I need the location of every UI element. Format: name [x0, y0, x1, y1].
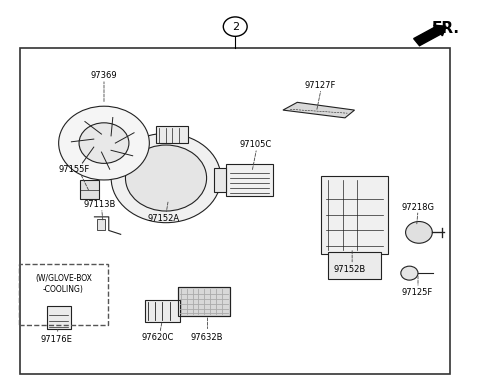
Circle shape — [79, 123, 129, 163]
Bar — [47, 306, 71, 330]
Polygon shape — [283, 102, 355, 118]
Text: 97155F: 97155F — [58, 165, 90, 174]
Bar — [97, 219, 106, 230]
Circle shape — [223, 17, 247, 36]
Circle shape — [59, 106, 149, 180]
FancyBboxPatch shape — [156, 126, 188, 143]
Bar — [178, 287, 230, 316]
Circle shape — [401, 266, 418, 280]
Text: (W/GLOVE-BOX
-COOLING): (W/GLOVE-BOX -COOLING) — [35, 274, 92, 294]
Text: 97632B: 97632B — [191, 333, 223, 342]
Bar — [19, 264, 108, 325]
Bar — [178, 287, 230, 316]
FancyBboxPatch shape — [321, 176, 388, 254]
Text: 97105C: 97105C — [240, 140, 272, 149]
Text: 97152A: 97152A — [147, 214, 180, 223]
Text: 97113B: 97113B — [83, 200, 115, 209]
Circle shape — [111, 133, 221, 223]
Bar — [80, 180, 99, 199]
Circle shape — [125, 145, 206, 211]
Text: 97369: 97369 — [91, 72, 117, 81]
Text: 97176E: 97176E — [40, 335, 72, 344]
Text: 97127F: 97127F — [304, 81, 336, 90]
FancyBboxPatch shape — [226, 165, 274, 196]
Text: 97218G: 97218G — [401, 203, 434, 212]
Circle shape — [406, 222, 432, 243]
Bar — [21, 48, 450, 374]
Text: 97152B: 97152B — [334, 265, 366, 274]
Text: 97620C: 97620C — [141, 333, 174, 342]
Text: FR.: FR. — [431, 21, 459, 36]
FancyArrow shape — [414, 25, 446, 46]
FancyBboxPatch shape — [328, 252, 381, 279]
Text: 97125F: 97125F — [402, 288, 433, 297]
Text: 2: 2 — [232, 22, 239, 32]
FancyBboxPatch shape — [214, 168, 226, 192]
Bar — [144, 300, 180, 322]
